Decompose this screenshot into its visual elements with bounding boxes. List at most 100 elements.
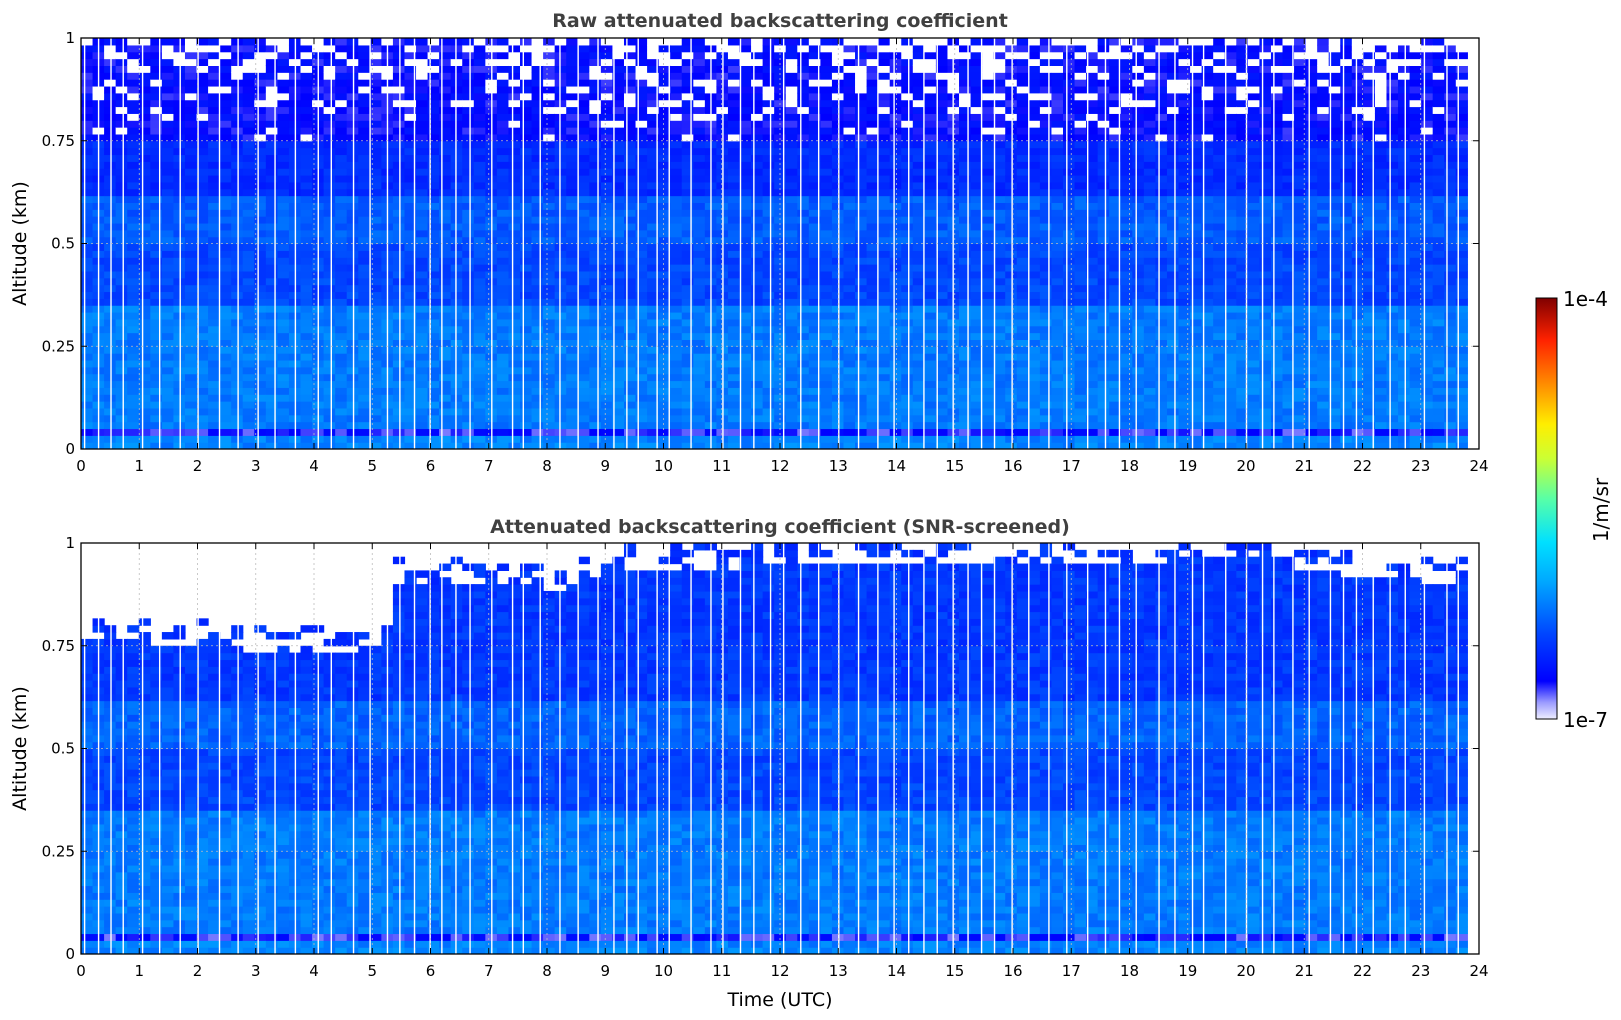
heatmap-cell <box>739 236 752 245</box>
heatmap-cell <box>751 401 764 409</box>
heatmap-cell <box>439 428 452 436</box>
heatmap-cell <box>866 127 879 135</box>
heatmap-cell <box>300 229 313 238</box>
heatmap-cell <box>901 72 914 80</box>
heatmap-cell <box>982 133 995 142</box>
heatmap-cell <box>277 44 290 53</box>
heatmap-cell <box>959 407 972 416</box>
heatmap-cell <box>612 133 625 142</box>
heatmap-cell <box>81 72 94 80</box>
heatmap-cell <box>751 99 764 108</box>
heatmap-cell <box>520 339 533 347</box>
heatmap-cell <box>254 188 267 197</box>
heatmap-cell <box>970 216 983 224</box>
heatmap-cell <box>762 120 775 128</box>
heatmap-cell <box>520 92 533 101</box>
heatmap-cell <box>404 175 417 183</box>
heatmap-cell <box>670 428 683 436</box>
heatmap-cell <box>901 181 914 190</box>
heatmap-cell <box>589 58 602 66</box>
heatmap-cell <box>439 277 452 286</box>
heatmap-cell <box>808 366 821 375</box>
heatmap-cell <box>670 58 683 66</box>
heatmap-cell <box>774 291 787 299</box>
heatmap-cell <box>982 44 995 53</box>
heatmap-cell <box>762 401 775 409</box>
heatmap-cell <box>889 318 902 327</box>
heatmap-cell <box>600 113 614 121</box>
heatmap-cell <box>1028 168 1041 176</box>
heatmap-cell <box>970 257 983 265</box>
heatmap-cell <box>658 305 671 313</box>
heatmap-cell <box>543 154 556 162</box>
heatmap-cell <box>739 305 752 313</box>
heatmap-cell <box>265 243 278 251</box>
heatmap-cell <box>635 38 648 46</box>
heatmap-cell <box>612 373 625 382</box>
heatmap-cell <box>635 140 648 149</box>
heatmap-cell <box>1016 216 1029 224</box>
heatmap-cell <box>612 202 625 210</box>
heatmap-cell <box>808 113 821 121</box>
heatmap-cell <box>866 79 879 87</box>
heatmap-cell <box>531 291 544 299</box>
heatmap-cell <box>439 435 452 443</box>
heatmap-cell <box>335 216 348 224</box>
heatmap-cell <box>265 401 278 409</box>
heatmap-cell <box>774 79 787 87</box>
heatmap-cell <box>427 318 440 327</box>
heatmap-cell <box>531 401 544 409</box>
heatmap-cell <box>889 325 902 334</box>
heatmap-cell <box>855 147 868 156</box>
heatmap-cell <box>520 222 533 231</box>
heatmap-cell <box>670 394 683 402</box>
heatmap-cell <box>693 161 706 169</box>
heatmap-cell <box>462 133 475 142</box>
heatmap-cell <box>369 387 382 395</box>
heatmap-cell <box>508 277 521 286</box>
heatmap-cell <box>935 79 949 87</box>
heatmap-cell <box>681 175 694 183</box>
heatmap-cell <box>358 277 371 286</box>
heatmap-cell <box>173 99 186 108</box>
heatmap-cell <box>589 332 602 340</box>
heatmap-cell <box>647 270 660 279</box>
heatmap-cell <box>924 65 937 73</box>
heatmap-cell <box>751 216 764 224</box>
heatmap-cell <box>104 346 117 354</box>
heatmap-cell <box>150 442 163 449</box>
heatmap-cell <box>543 127 556 135</box>
heatmap-cell <box>878 229 891 238</box>
heatmap-cell <box>681 222 694 231</box>
heatmap-cell <box>196 284 209 293</box>
heatmap-cell <box>416 44 429 53</box>
heatmap-cell <box>924 264 937 272</box>
heatmap-cell <box>912 229 925 238</box>
heatmap-cell <box>1028 428 1041 436</box>
heatmap-cell <box>150 229 163 238</box>
heatmap-cell <box>751 250 764 258</box>
heatmap-cell <box>219 181 232 190</box>
heatmap-cell <box>774 133 787 142</box>
heatmap-cell <box>161 373 175 382</box>
heatmap-cell <box>797 373 810 382</box>
heatmap-cell <box>566 133 579 142</box>
heatmap-cell <box>323 85 336 94</box>
heatmap-cell <box>161 414 175 423</box>
heatmap-cell <box>196 202 209 210</box>
heatmap-cell <box>808 298 821 306</box>
heatmap-cell <box>150 44 163 53</box>
heatmap-cell <box>369 222 382 231</box>
heatmap-cell <box>300 318 313 327</box>
heatmap-cell <box>300 250 313 258</box>
heatmap-cell <box>392 58 406 66</box>
heatmap-cell <box>982 291 995 299</box>
heatmap-cell <box>346 421 359 430</box>
heatmap-cell <box>993 339 1006 347</box>
heatmap-cell <box>843 154 856 162</box>
heatmap-cell <box>404 79 417 87</box>
heatmap-cell <box>104 325 117 334</box>
heatmap-cell <box>531 133 544 142</box>
heatmap-cell <box>81 257 94 265</box>
heatmap-cell <box>681 85 694 94</box>
